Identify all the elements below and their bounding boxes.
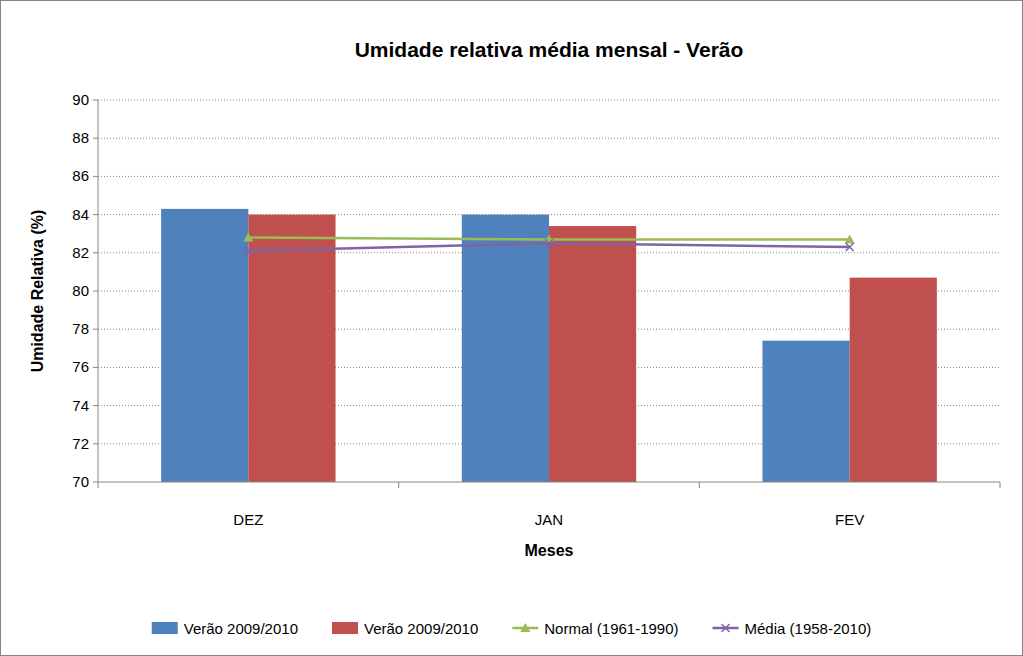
- marker: [243, 233, 253, 242]
- y-tick: [93, 252, 98, 253]
- x-tick: [1000, 482, 1001, 488]
- x-tick: [98, 482, 99, 488]
- legend-marker: [520, 623, 530, 632]
- legend-symbol: [332, 622, 358, 634]
- y-axis: [98, 100, 99, 482]
- y-axis-label: Umidade Relativa (%): [29, 210, 46, 373]
- y-tick: [93, 405, 98, 406]
- legend-marker: [722, 624, 730, 632]
- line: [248, 243, 849, 251]
- y-tick: [93, 214, 98, 215]
- chart: 70 72 74 76 78 80 82 84 86 88 90 DEZ JAN FEV Umidade r…: [0, 0, 1023, 656]
- marker: [845, 234, 855, 243]
- y-tick: [93, 482, 98, 483]
- y-tick: [93, 100, 98, 101]
- marker: [545, 239, 553, 247]
- y-tick: [93, 367, 98, 368]
- y-tick-label: 72: [72, 435, 89, 452]
- bar: [549, 226, 636, 482]
- bar: [850, 278, 937, 482]
- legend-label: Verão 2009/2010: [364, 620, 478, 637]
- bar: [248, 215, 335, 482]
- bar: [762, 341, 849, 482]
- x-tick-label: JAN: [535, 511, 563, 528]
- grid-line: [98, 138, 1000, 139]
- grid-line: [98, 176, 1000, 177]
- chart-border: [1, 1, 1023, 656]
- grid-line: [98, 100, 1000, 101]
- marker: [520, 623, 530, 632]
- y-tick: [93, 176, 98, 177]
- bar: [462, 215, 549, 482]
- x-axis-label: Meses: [525, 542, 574, 559]
- y-tick-label: 78: [72, 320, 89, 337]
- title: Umidade relativa média mensal - Verão: [355, 38, 744, 61]
- bar: [161, 209, 248, 482]
- legend-symbol: [152, 622, 178, 634]
- x-tick: [699, 482, 700, 488]
- legend: Verão 2009/2010 Verão 2009/2010 Normal (19…: [152, 620, 872, 637]
- y-tick: [93, 291, 98, 292]
- y-tick-label: 84: [72, 206, 89, 223]
- y-tick-label: 90: [72, 91, 89, 108]
- x-axis: [98, 482, 1000, 483]
- y-tick-label: 88: [72, 129, 89, 146]
- y-tick-label: 76: [72, 358, 89, 375]
- y-tick: [93, 138, 98, 139]
- x-tick: [398, 482, 399, 488]
- plot-area: [161, 209, 937, 482]
- legend-label: Normal (1961-1990): [544, 620, 678, 637]
- y-tick: [93, 329, 98, 330]
- legend-label: Verão 2009/2010: [184, 620, 298, 637]
- marker: [722, 624, 730, 632]
- marker: [846, 243, 854, 251]
- y-tick: [93, 443, 98, 444]
- y-tick-label: 82: [72, 244, 89, 261]
- x-tick-label: DEZ: [233, 511, 263, 528]
- y-tick-label: 80: [72, 282, 89, 299]
- marker: [244, 247, 252, 255]
- y-tick-label: 86: [72, 167, 89, 184]
- y-tick-label: 74: [72, 397, 89, 414]
- y-tick-label: 70: [72, 473, 89, 490]
- x-tick-label: FEV: [835, 511, 864, 528]
- legend-label: Média (1958-2010): [745, 620, 872, 637]
